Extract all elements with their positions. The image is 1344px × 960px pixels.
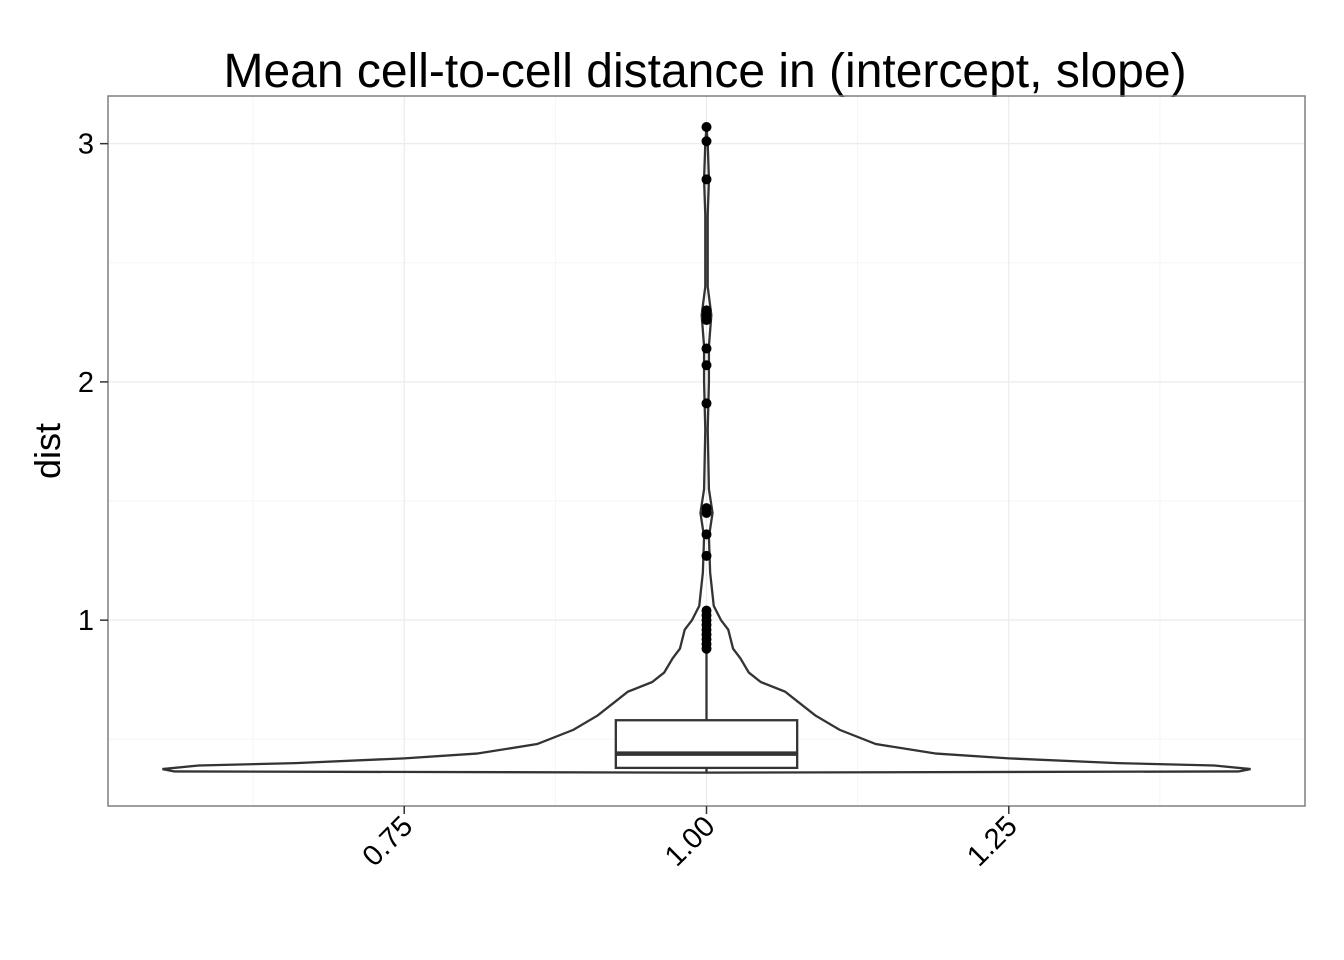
outlier-point [701,529,712,540]
y-tick-label: 3 [78,129,94,161]
boxplot [614,651,799,773]
x-tick-label: 0.75 [357,810,420,873]
outlier-point [701,550,712,561]
box-iqr [614,719,799,770]
outlier-point [701,305,712,316]
y-tick-label: 1 [78,605,94,637]
x-tick-label: 1.00 [659,810,722,873]
outlier-point [701,121,712,132]
y-axis-label: dist [27,423,68,479]
outlier-point [701,343,712,354]
outlier-point [701,174,712,185]
chart-title: Mean cell-to-cell distance in (intercept… [223,45,1186,98]
outlier-point [701,136,712,147]
outliers [701,121,712,654]
outlier-point [701,398,712,409]
x-tick-label: 1.25 [961,810,1024,873]
y-axis-ticks: 1 2 3 [78,129,108,637]
y-tick-label: 2 [78,367,94,399]
x-axis-ticks: 0.75 1.00 1.25 [357,806,1024,873]
outlier-point [701,605,712,616]
outlier-point [701,503,712,514]
outlier-point [701,360,712,371]
